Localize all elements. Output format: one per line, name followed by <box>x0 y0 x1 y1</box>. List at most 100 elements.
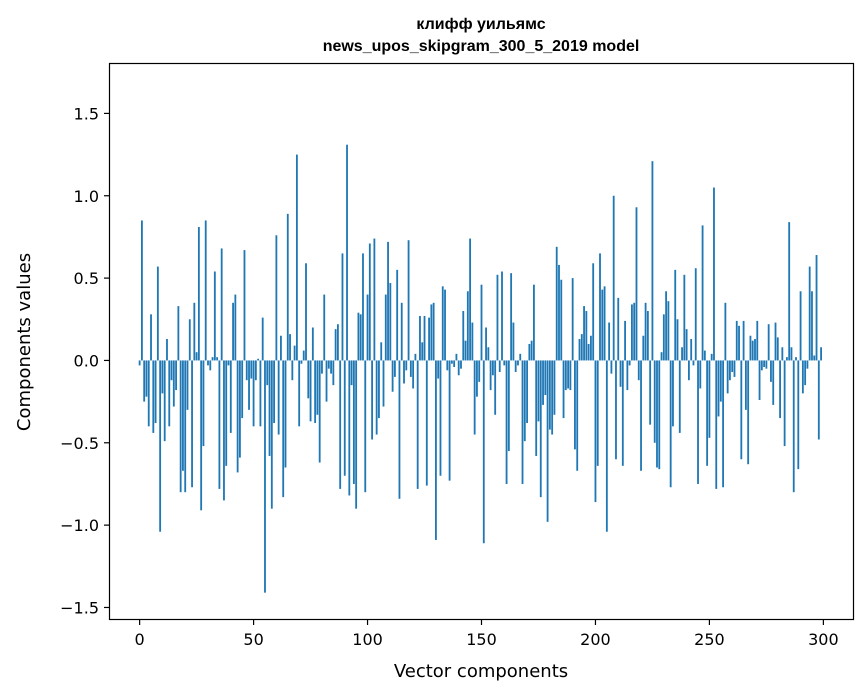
bar <box>232 302 234 361</box>
bar <box>621 360 624 466</box>
bar <box>633 302 636 361</box>
bar <box>204 220 207 361</box>
bar <box>464 340 467 361</box>
x-tick-label: 300 <box>808 630 839 649</box>
plot-frame <box>108 62 855 621</box>
bar <box>617 297 620 361</box>
bar <box>662 314 665 361</box>
bar <box>708 360 711 438</box>
bar <box>774 322 777 361</box>
bar <box>286 213 289 361</box>
bar <box>364 360 367 493</box>
bar <box>619 360 622 387</box>
bar <box>605 360 608 532</box>
bar <box>330 360 332 374</box>
bar <box>763 360 766 368</box>
bar <box>325 360 328 402</box>
bar <box>200 360 203 511</box>
bar <box>640 360 642 471</box>
bar <box>546 360 549 522</box>
bar <box>713 187 715 361</box>
bar <box>644 302 647 361</box>
bar <box>197 227 200 361</box>
bar <box>362 253 364 361</box>
bar <box>439 360 442 476</box>
bar <box>729 360 731 381</box>
bar <box>270 360 273 509</box>
bar <box>548 360 551 430</box>
bar <box>685 329 688 361</box>
bar <box>489 360 492 391</box>
bar <box>820 347 822 361</box>
bar <box>733 360 736 377</box>
bar <box>368 243 371 361</box>
bar <box>457 360 460 376</box>
bar <box>656 360 658 468</box>
bar <box>300 360 303 364</box>
bar <box>815 255 818 361</box>
bar <box>674 269 677 361</box>
bar <box>610 360 613 374</box>
bar <box>587 343 590 361</box>
bar <box>295 154 298 361</box>
bar <box>658 360 661 470</box>
bar <box>592 263 595 361</box>
bar <box>373 238 376 361</box>
bar <box>334 329 337 361</box>
bar <box>207 360 209 366</box>
bar <box>298 360 301 427</box>
bar <box>280 335 282 361</box>
bar <box>268 360 271 456</box>
y-tick-label: 0.0 <box>74 351 99 370</box>
bar <box>580 334 583 361</box>
bar <box>389 283 392 361</box>
bar <box>455 353 458 361</box>
bar <box>583 306 585 361</box>
chart-title: клифф уильямс <box>416 16 545 33</box>
bar <box>435 360 437 540</box>
bar <box>159 360 162 532</box>
bar <box>172 360 175 407</box>
bar <box>152 360 155 433</box>
y-axis-label: Components values <box>14 253 35 431</box>
bar <box>248 360 250 410</box>
bar <box>567 360 570 389</box>
bar <box>788 222 791 361</box>
bar <box>225 360 228 466</box>
x-axis-label: Vector components <box>394 661 568 682</box>
bar <box>444 289 446 361</box>
bar <box>430 304 433 361</box>
bar <box>156 266 159 361</box>
bar <box>380 342 383 361</box>
bar <box>817 360 820 440</box>
bar <box>660 352 663 361</box>
bar <box>357 312 360 361</box>
bar <box>359 314 362 361</box>
bar <box>496 274 499 361</box>
bar <box>564 360 567 391</box>
bar <box>170 360 173 381</box>
bar <box>715 360 718 489</box>
bar <box>184 360 187 493</box>
bar <box>558 264 560 361</box>
bar <box>147 360 150 427</box>
bar <box>437 360 440 379</box>
y-tick-label: −1.5 <box>60 598 99 617</box>
bar <box>514 360 517 372</box>
bar <box>749 335 752 361</box>
bar <box>145 360 148 397</box>
bar <box>223 360 225 501</box>
bar <box>797 360 800 470</box>
bar <box>742 320 745 361</box>
bars-group <box>138 144 822 593</box>
bar <box>507 360 510 452</box>
bar <box>706 360 709 466</box>
bar <box>261 317 264 361</box>
bar <box>770 360 772 382</box>
bar <box>366 294 369 361</box>
bar <box>813 355 816 361</box>
bar <box>523 360 526 442</box>
bar <box>719 360 722 402</box>
bar <box>601 289 604 361</box>
bar <box>213 271 216 361</box>
